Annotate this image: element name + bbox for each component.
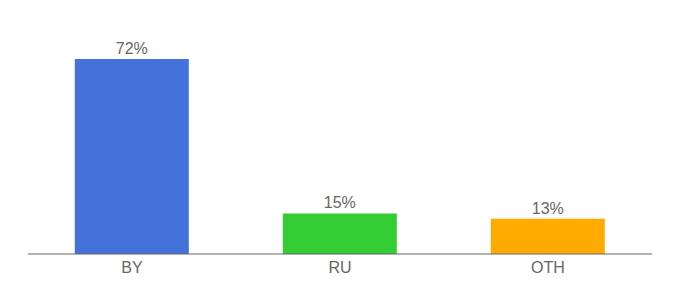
svg-text:15%: 15% <box>324 194 356 211</box>
svg-text:RU: RU <box>328 259 351 276</box>
svg-text:13%: 13% <box>532 200 564 217</box>
svg-text:BY: BY <box>121 259 143 276</box>
svg-text:OTH: OTH <box>531 259 565 276</box>
svg-text:72%: 72% <box>116 40 148 57</box>
